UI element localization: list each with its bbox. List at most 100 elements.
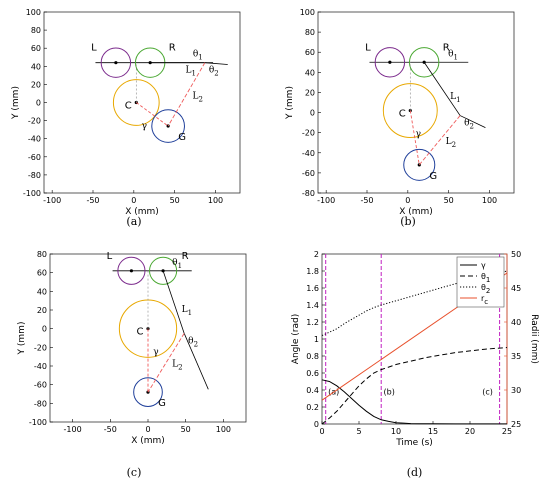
x-axis-label: X (mm): [399, 207, 433, 217]
y-axis-label: Angle (rad): [291, 314, 301, 364]
y-tick-label: -60: [34, 381, 47, 390]
x-tick-label: 0: [131, 196, 136, 205]
y-tick-label: -40: [34, 362, 47, 371]
link-l2-label-sub: 2: [198, 95, 202, 103]
y-tick-label: -20: [28, 117, 41, 126]
y-tick-label: -100: [29, 418, 47, 427]
link-l1-label-sub: 1: [456, 96, 460, 104]
y-tick-label: -60: [302, 169, 315, 178]
link-l1-label-main: L: [186, 66, 192, 76]
theta2-label: θ2: [188, 336, 198, 348]
center-to-goal-dashed: [409, 110, 420, 165]
link-l1-label-sub: 1: [192, 70, 196, 78]
y-tick-label: 20: [37, 306, 47, 315]
y-tick-label: 60: [31, 44, 41, 53]
legend-label: θ2: [481, 283, 490, 295]
panel-caption: (a): [126, 215, 141, 228]
center-to-goal-dashed: [136, 102, 169, 127]
y-tick-label: -80: [34, 399, 47, 408]
y-tick-label: 0: [42, 325, 47, 334]
goal-circle: [151, 109, 185, 143]
right-circle: [149, 256, 178, 285]
y-tick-label: -80: [302, 189, 315, 198]
y-tick-label: 0.2: [306, 403, 319, 412]
legend-label-sub: 1: [486, 276, 490, 284]
link-l2-label-main: L: [172, 360, 178, 370]
x-tick-label: 50: [181, 425, 191, 434]
legend-label-main: r: [481, 294, 485, 303]
center-circle: [112, 79, 160, 126]
right-circle-label: R: [182, 251, 189, 262]
legend-label: γ: [481, 261, 486, 270]
y2-tick-label: 50: [511, 250, 521, 259]
plot-frame: [43, 11, 241, 194]
right-circle-label: R: [169, 43, 176, 54]
y-tick-label: 0.4: [306, 386, 319, 395]
y-tick-label: 1: [314, 335, 319, 344]
y-tick-label: 0.6: [306, 369, 319, 378]
y-tick-label: 20: [305, 88, 315, 97]
y-tick-label: 80: [31, 26, 41, 35]
x-tick-label: 0: [405, 196, 410, 205]
link-extension: [183, 333, 209, 390]
panel-caption: (b): [400, 215, 416, 228]
series-line-0: [321, 379, 507, 425]
legend-label-sub: 2: [486, 287, 490, 295]
center-circle-label: C: [399, 109, 406, 120]
theta2-label: θ2: [464, 119, 474, 131]
x-tick-label: 50: [444, 196, 454, 205]
y-tick-label: 40: [37, 287, 47, 296]
link-l1-label-sub: 1: [188, 309, 192, 317]
theta1-label-sub: 1: [454, 53, 458, 61]
y-tick-label: 20: [31, 80, 41, 89]
theta1-label: θ1: [448, 49, 458, 61]
event-marker-label: (b): [384, 387, 395, 396]
left-circle: [100, 47, 132, 78]
y-axis-label: Y (mm): [11, 86, 21, 120]
theta2-label-main: θ: [188, 336, 193, 346]
link-l2-label: L2: [193, 91, 203, 103]
workspace-panel: -100 -50 0 50 100 -100 -80 -60 -40 -20 0 20 40 60 80 10…: [11, 8, 241, 228]
theta2-label-main: θ: [464, 119, 469, 129]
goal-circle: [403, 148, 436, 181]
link-l2-label-main: L: [193, 91, 199, 101]
y-tick-label: 80: [305, 28, 315, 37]
x-tick-label: -50: [104, 425, 117, 434]
y-tick-label: 0: [310, 109, 315, 118]
y-tick-label: 1.6: [306, 284, 319, 293]
y2-tick-label: 30: [511, 386, 521, 395]
gamma-label: γ: [153, 348, 158, 358]
right-circle-center: [161, 269, 165, 273]
y-tick-label: 60: [305, 48, 315, 57]
y-tick-label: -100: [23, 189, 41, 198]
theta1-label-sub: 1: [178, 262, 182, 270]
right-circle-label: R: [443, 42, 450, 53]
y-tick-label: -20: [34, 343, 47, 352]
y-tick-label: -40: [28, 135, 41, 144]
x-tick-label: 0: [319, 427, 324, 436]
link-l2-label-main: L: [446, 137, 452, 147]
theta1-label-main: θ: [193, 50, 198, 60]
link-l1-label: L1: [182, 305, 192, 317]
goal-circle: [133, 377, 163, 407]
legend-label-sub: c: [484, 298, 488, 306]
plot-frame: [317, 11, 515, 194]
theta1-label: θ1: [172, 258, 182, 270]
y-tick-label: -60: [28, 153, 41, 162]
left-circle-center: [114, 61, 118, 65]
center-circle: [382, 83, 438, 138]
x-tick-label: -100: [43, 196, 61, 205]
x-axis-label: X (mm): [125, 207, 159, 217]
y-tick-label: 1.4: [306, 301, 319, 310]
left-circle-label: L: [107, 251, 113, 262]
center-circle-label: C: [125, 101, 132, 112]
x-tick-label: 100: [216, 425, 231, 434]
right-circle: [408, 47, 440, 78]
link-l1-label-main: L: [450, 92, 456, 102]
x-tick-label: -50: [360, 196, 373, 205]
y2-tick-label: 40: [511, 318, 521, 327]
theta1-label-main: θ: [172, 258, 177, 268]
y-axis-label: Y (mm): [285, 86, 295, 120]
goal-circle-label: G: [158, 398, 166, 409]
